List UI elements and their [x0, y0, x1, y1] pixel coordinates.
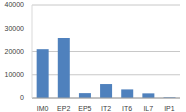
svg-text:IT6: IT6	[122, 105, 132, 112]
svg-text:IP1: IP1	[164, 105, 175, 112]
svg-text:IT2: IT2	[101, 105, 111, 112]
svg-text:30000: 30000	[8, 25, 24, 32]
svg-text:EP5: EP5	[78, 105, 91, 112]
svg-text:IM0: IM0	[37, 105, 49, 112]
svg-text:EP2: EP2	[57, 105, 70, 112]
svg-text:10000: 10000	[8, 71, 24, 78]
svg-text:0: 0	[20, 94, 24, 101]
svg-text:40000: 40000	[8, 1, 24, 8]
svg-text:20000: 20000	[8, 48, 24, 55]
svg-text:IL7: IL7	[143, 105, 153, 112]
